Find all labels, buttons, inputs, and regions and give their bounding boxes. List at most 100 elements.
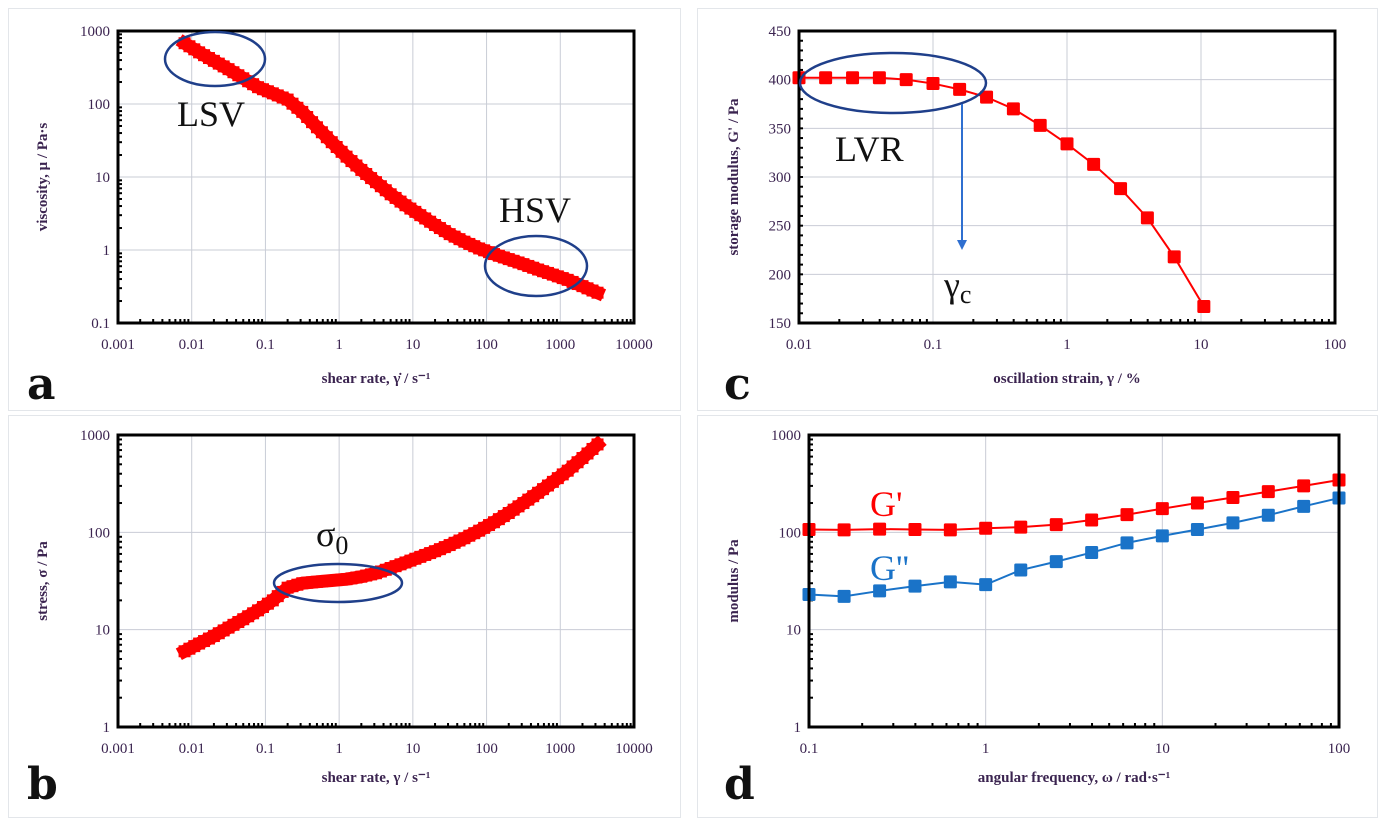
y-axis-title: stress, σ / Pa (35, 541, 51, 621)
data-point (837, 523, 851, 537)
x-axis-title: shear rate, γ̇ / s⁻¹ (322, 371, 431, 387)
x-tick-label: 100 (475, 337, 498, 353)
panel-letter: d (724, 759, 755, 810)
y-tick-label: 1 (794, 720, 802, 736)
data-point (1120, 508, 1134, 522)
y-axis-title: modulus / Pa (726, 539, 742, 623)
data-point (1261, 508, 1275, 522)
data-point (1120, 536, 1134, 550)
panel-letter: a (27, 359, 56, 410)
data-point (1226, 490, 1240, 504)
series-stress (175, 435, 607, 661)
data-point (979, 578, 993, 592)
y-tick-label: 100 (779, 525, 802, 541)
y-tick-label: 150 (769, 316, 792, 332)
x-axis-title: oscillation strain, γ / % (993, 371, 1140, 387)
x-tick-label: 1000 (545, 337, 575, 353)
x-tick-label: 10 (405, 741, 420, 757)
x-tick-label: 0.01 (179, 741, 205, 757)
data-point (1140, 211, 1154, 225)
y-tick-label: 400 (769, 73, 792, 89)
data-point (1085, 546, 1099, 560)
data-point (1261, 485, 1275, 499)
data-point (1049, 555, 1063, 569)
annotation-label: σ0 (316, 514, 348, 560)
arrow-head (957, 240, 967, 250)
data-point (837, 589, 851, 603)
chart-b-svg: 0.001 0.01 0.1 1 10 100 1000 10000 1 10 100 1000 she… (27, 428, 653, 810)
x-tick-label: 0.1 (256, 741, 275, 757)
chart-d-svg: 0.1 1 10 100 1 10 100 1000 angular frequency, ω … (724, 428, 1351, 810)
series-Gp (802, 473, 1346, 537)
y-tick-label: 10 (95, 170, 110, 186)
x-tick-label: 10000 (615, 337, 653, 353)
y-tick-label: 0.1 (91, 316, 110, 332)
x-tick-label: 100 (1328, 741, 1351, 757)
data-point (926, 77, 940, 91)
x-tick-label: 10 (1194, 337, 1209, 353)
data-point (1226, 516, 1240, 530)
x-tick-label: 10 (405, 337, 420, 353)
panel-a-viscosity-chart: 0.001 0.01 0.1 1 10 100 1000 10000 0.1 1 10 100 1000… (8, 8, 681, 411)
x-tick-label: 0.01 (786, 337, 812, 353)
x-tick-label: 0.1 (924, 337, 943, 353)
series-line (808, 497, 1340, 598)
y-axis-title: viscosity, μ / Pa·s (35, 123, 51, 232)
series-Gpp (802, 491, 1346, 603)
plot-frame (807, 433, 1341, 729)
data-point (1297, 479, 1311, 493)
x-tick-label: 1 (335, 741, 343, 757)
data-point (1014, 520, 1028, 534)
data-point (1033, 118, 1047, 132)
data-point (899, 73, 913, 87)
data-point (1085, 513, 1099, 527)
annotation-label: LVR (835, 129, 904, 169)
y-tick-label: 100 (88, 97, 111, 113)
data-point (1190, 496, 1204, 510)
x-tick-label: 1 (335, 337, 343, 353)
data-point (1297, 499, 1311, 513)
x-axis-title: shear rate, γ / s⁻¹ (322, 770, 431, 786)
legend-label: G' (870, 484, 902, 524)
panel-b-stress-chart: 0.001 0.01 0.1 1 10 100 1000 10000 1 10 100 1000 she… (8, 415, 681, 818)
y-tick-label: 1 (103, 720, 111, 736)
annotation-subscript: 0 (335, 531, 348, 560)
annotation-label: HSV (499, 190, 571, 230)
data-point (1167, 250, 1181, 264)
data-point (979, 521, 993, 535)
data-point (846, 71, 860, 85)
y-axis-title: storage modulus, G' / Pa (726, 98, 742, 256)
y-tick-label: 10 (786, 623, 801, 639)
x-tick-label: 0.001 (101, 337, 135, 353)
data-point (908, 522, 922, 536)
panel-letter: c (724, 359, 751, 410)
annotation-subscript: c (960, 280, 972, 309)
data-point (1155, 502, 1169, 516)
data-point (953, 82, 967, 96)
series-line (808, 478, 1340, 531)
x-axis-title: angular frequency, ω / rad·s⁻¹ (978, 770, 1170, 786)
data-point (873, 584, 887, 598)
panel-d-modulus-frequency-chart: 0.1 1 10 100 1 10 100 1000 angular frequency, ω … (697, 415, 1378, 818)
x-tick-label: 100 (475, 741, 498, 757)
x-tick-label: 10 (1155, 741, 1170, 757)
x-tick-label: 0.01 (179, 337, 205, 353)
y-tick-label: 1000 (771, 428, 801, 444)
data-point (591, 438, 604, 451)
data-point (1049, 518, 1063, 532)
data-point (943, 575, 957, 589)
plot-area (809, 435, 1339, 727)
annotation-ellipse (798, 51, 988, 115)
legend-label: G'' (870, 548, 909, 588)
data-point (1197, 299, 1211, 313)
x-tick-label: 0.1 (800, 741, 819, 757)
data-point (908, 579, 922, 593)
annotation-ellipse (483, 234, 589, 298)
y-tick-label: 1000 (80, 428, 110, 444)
y-tick-label: 10 (95, 623, 110, 639)
x-tick-label: 1000 (545, 741, 575, 757)
data-point (1155, 529, 1169, 543)
data-point (1190, 522, 1204, 536)
x-tick-label: 0.1 (256, 337, 275, 353)
annotation-ellipse (272, 562, 404, 604)
